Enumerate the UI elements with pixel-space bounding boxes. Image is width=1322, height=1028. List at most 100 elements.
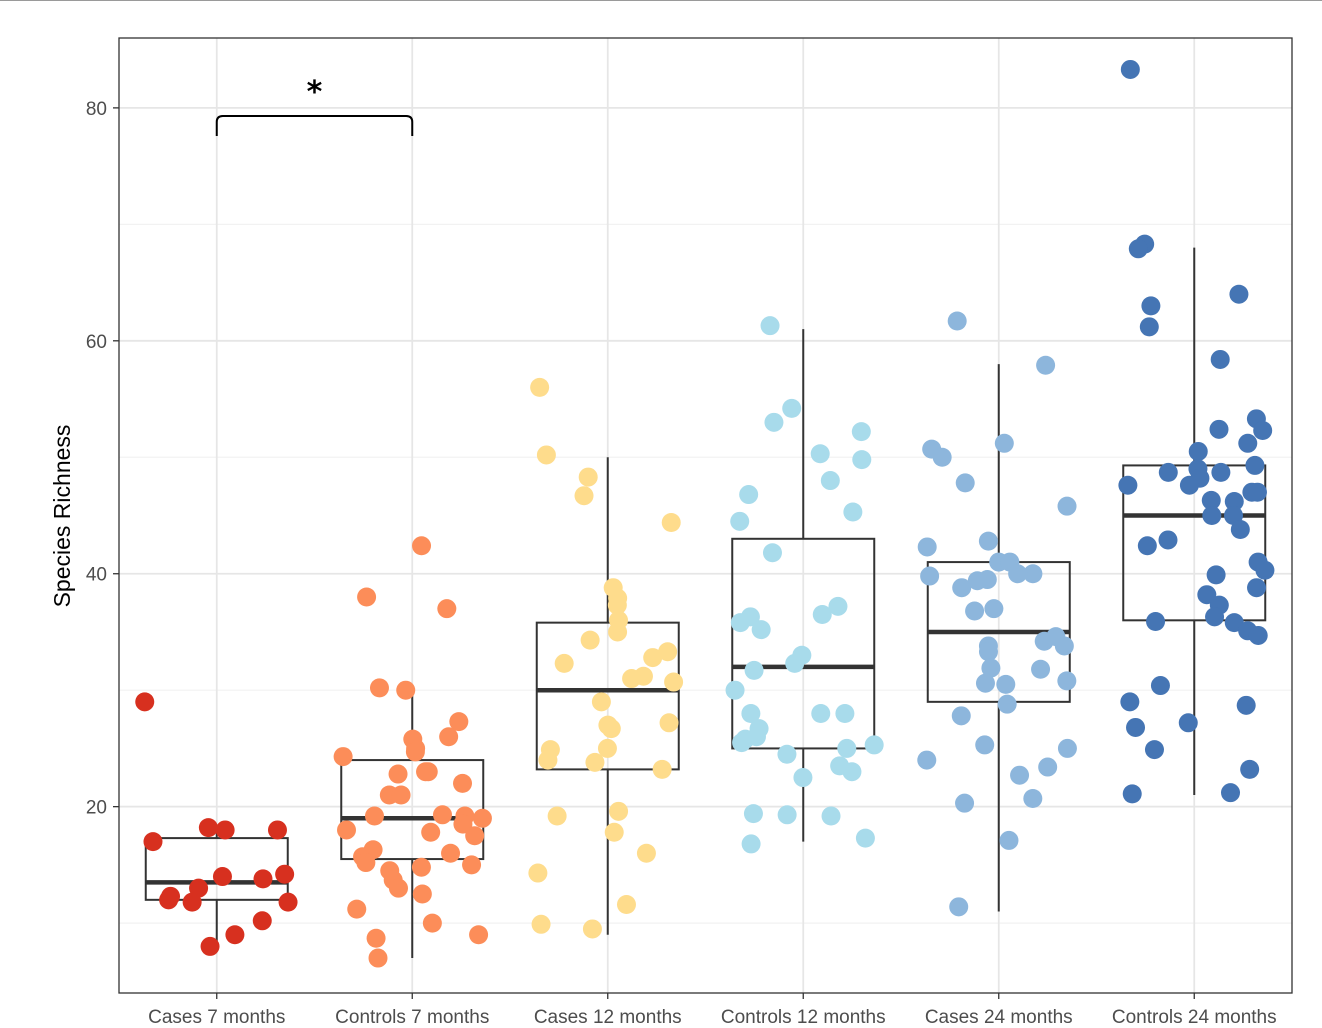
data-point — [366, 928, 386, 948]
data-point — [441, 843, 461, 863]
data-point — [405, 742, 425, 762]
data-point — [851, 422, 871, 442]
data-point — [1224, 492, 1244, 512]
x-tick-label: Cases 12 months — [534, 1007, 682, 1028]
data-point — [777, 805, 797, 825]
data-point — [1238, 433, 1258, 453]
data-point — [843, 502, 863, 522]
data-point — [1188, 441, 1208, 461]
data-point — [920, 566, 940, 586]
data-point — [932, 447, 952, 467]
data-point — [337, 820, 357, 840]
data-point — [368, 948, 388, 968]
data-point — [917, 750, 937, 770]
data-point — [275, 864, 295, 884]
data-point — [764, 412, 784, 432]
significance-label: * — [307, 75, 323, 110]
data-point — [835, 703, 855, 723]
significance-bracket: * — [215, 75, 414, 137]
x-tick-label: Controls 24 months — [1112, 1007, 1277, 1028]
box-iqr — [731, 537, 876, 750]
data-point — [952, 578, 972, 598]
data-point — [432, 805, 452, 825]
data-point — [182, 892, 202, 912]
data-point — [643, 648, 663, 668]
data-point — [1247, 482, 1267, 502]
data-point — [751, 620, 771, 640]
data-point — [994, 433, 1014, 453]
data-point — [472, 808, 492, 828]
data-point — [1023, 789, 1043, 809]
bracket-line — [215, 115, 414, 137]
data-point — [1221, 783, 1241, 803]
data-point — [1247, 578, 1267, 598]
data-point — [997, 694, 1017, 714]
data-point — [333, 747, 353, 767]
data-point — [1126, 717, 1146, 737]
data-point — [782, 398, 802, 418]
data-point — [601, 719, 621, 739]
data-point — [1230, 519, 1250, 539]
data-point — [391, 785, 411, 805]
data-point — [999, 830, 1019, 850]
data-point — [1137, 536, 1157, 556]
data-point — [585, 752, 605, 772]
data-point — [421, 822, 441, 842]
data-point — [225, 925, 245, 945]
data-point — [412, 884, 432, 904]
data-point — [547, 806, 567, 826]
data-point — [604, 822, 624, 842]
data-point — [1057, 738, 1077, 758]
data-point — [951, 706, 971, 726]
data-point — [744, 660, 764, 680]
data-point — [1057, 496, 1077, 516]
data-point — [949, 897, 969, 917]
data-point — [1031, 659, 1051, 679]
data-point — [608, 622, 628, 642]
data-point — [820, 471, 840, 491]
data-point — [821, 806, 841, 826]
data-point — [1255, 560, 1275, 580]
data-point — [418, 762, 438, 782]
data-point — [530, 377, 550, 397]
y-tick-label: 40 — [86, 565, 107, 586]
grid — [119, 38, 1292, 993]
data-point — [828, 596, 848, 616]
data-point — [582, 919, 602, 939]
data-point — [356, 853, 376, 873]
data-point — [852, 450, 872, 470]
data-point — [965, 601, 985, 621]
data-point — [1205, 607, 1225, 627]
data-point — [1158, 530, 1178, 550]
data-point — [212, 867, 232, 887]
x-tick-label: Controls 12 months — [721, 1007, 886, 1028]
data-point — [574, 486, 594, 506]
data-point — [607, 595, 627, 615]
data-point — [215, 820, 235, 840]
data-point — [591, 692, 611, 712]
data-point — [1146, 611, 1166, 631]
data-point — [917, 537, 937, 557]
data-point — [1128, 239, 1148, 259]
data-point — [1206, 565, 1226, 585]
data-point — [267, 820, 287, 840]
data-point — [842, 762, 862, 782]
points — [135, 59, 1275, 968]
data-point — [1248, 625, 1268, 645]
x-tick-label: Cases 7 months — [148, 1007, 285, 1028]
data-point — [1120, 59, 1140, 79]
data-point — [449, 712, 469, 732]
data-point — [981, 658, 1001, 678]
y-tick-label: 20 — [86, 798, 107, 819]
data-point — [388, 878, 408, 898]
data-point — [743, 804, 763, 824]
plot-panel-border — [118, 37, 1293, 994]
data-point — [1144, 740, 1164, 760]
data-point — [1141, 296, 1161, 316]
y-axis-title: Species Richness — [49, 425, 75, 608]
data-point — [1158, 462, 1178, 482]
data-point — [659, 713, 679, 733]
boxes — [144, 247, 1267, 959]
data-point — [412, 536, 432, 556]
